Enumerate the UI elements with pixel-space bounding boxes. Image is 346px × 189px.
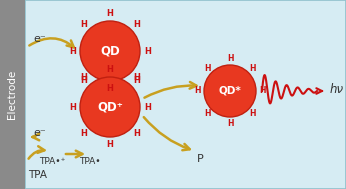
Text: H: H — [204, 109, 210, 118]
Text: TPA•: TPA• — [79, 156, 101, 166]
Text: TPA•⁺: TPA•⁺ — [39, 156, 65, 166]
Circle shape — [204, 65, 256, 117]
Text: H: H — [144, 46, 151, 56]
Text: H: H — [250, 64, 256, 73]
Text: H: H — [80, 76, 87, 85]
Circle shape — [80, 77, 140, 137]
Text: H: H — [133, 129, 140, 138]
Text: QD*: QD* — [219, 86, 242, 96]
Text: e⁻: e⁻ — [33, 128, 46, 138]
Bar — [0, 0, 25, 189]
Text: H: H — [69, 46, 76, 56]
Text: H: H — [107, 140, 113, 149]
Text: hν: hν — [330, 84, 344, 97]
Text: QD⁺: QD⁺ — [97, 101, 123, 114]
Text: H: H — [250, 109, 256, 118]
Text: H: H — [133, 20, 140, 29]
Text: H: H — [69, 102, 76, 112]
Text: H: H — [133, 73, 140, 82]
Text: H: H — [204, 64, 210, 73]
Text: H: H — [107, 84, 113, 93]
Text: H: H — [259, 87, 266, 95]
Text: H: H — [107, 65, 113, 74]
Text: H: H — [227, 54, 233, 63]
Text: TPA: TPA — [28, 170, 47, 180]
Text: P: P — [197, 154, 203, 164]
Text: H: H — [80, 129, 87, 138]
Text: H: H — [80, 20, 87, 29]
Text: H: H — [133, 76, 140, 85]
Text: H: H — [194, 87, 201, 95]
Text: H: H — [144, 102, 151, 112]
Text: Electrode: Electrode — [8, 70, 18, 119]
Text: H: H — [80, 73, 87, 82]
Text: e⁻: e⁻ — [33, 34, 46, 44]
Text: H: H — [107, 9, 113, 18]
Text: QD: QD — [100, 44, 120, 57]
Text: H: H — [227, 119, 233, 128]
Circle shape — [80, 21, 140, 81]
